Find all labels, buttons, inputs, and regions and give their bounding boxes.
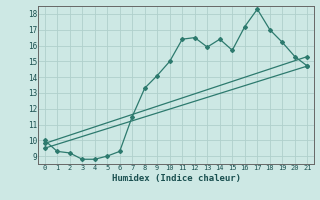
X-axis label: Humidex (Indice chaleur): Humidex (Indice chaleur) [111, 174, 241, 183]
